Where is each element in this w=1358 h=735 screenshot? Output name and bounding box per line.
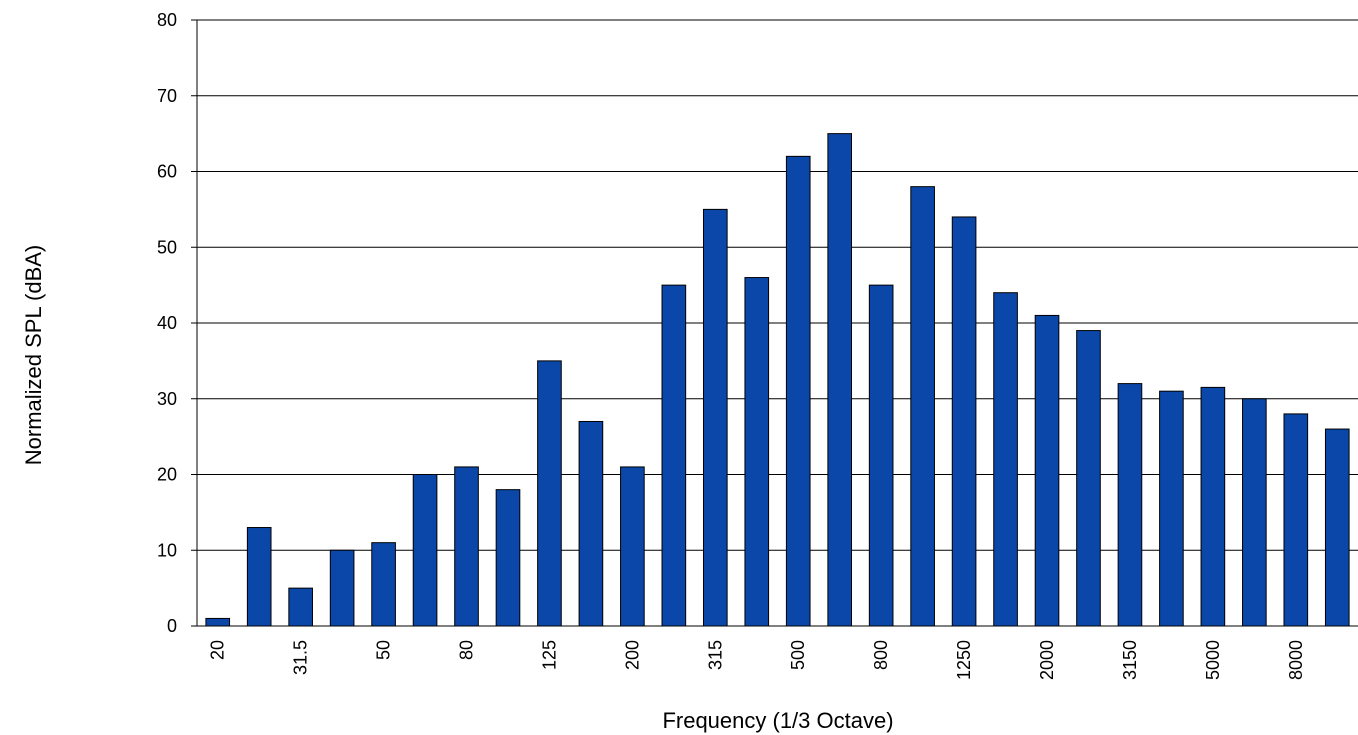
bar-800 [868,284,894,627]
y-tick-label: 50 [157,237,177,257]
y-axis-title: Normalized SPL (dBA) [21,245,46,465]
y-tick-labels: 0 10 20 30 40 50 60 70 80 [157,10,177,636]
y-tick-label: 20 [157,465,177,485]
x-tick-label: 20 [208,640,228,660]
x-tick-label: 2000 [1037,640,1057,680]
bar-315 [702,208,728,627]
y-tick-label: 40 [157,313,177,333]
y-tick-label: 0 [167,616,177,636]
bar-3150 [1117,383,1143,627]
bar-200 [620,466,645,627]
bar-1000 [910,186,935,627]
y-tick-label: 10 [157,540,177,560]
x-tick-label: 31.5 [291,640,311,675]
y-tick-label: 30 [157,389,177,409]
y-tick-label: 60 [157,162,177,182]
bar-630 [827,133,853,627]
x-tick-label: 8000 [1286,640,1306,680]
bars [205,133,1350,627]
bar-25 [246,527,272,627]
bar-250 [661,284,687,627]
bar-8000 [1283,413,1309,627]
bar-125 [537,360,562,627]
x-tick-label: 80 [457,640,477,660]
bar-20 [205,617,231,627]
bar-6300 [1242,398,1267,627]
gridlines [191,19,1358,551]
x-tick-label: 200 [622,640,642,670]
y-tick-label: 80 [157,10,177,30]
bar-400 [744,277,770,627]
axes [191,20,1358,627]
x-tick-label: 125 [539,640,559,670]
x-tick-label: 800 [871,640,891,670]
bar-80 [454,466,479,627]
bar-40 [329,549,355,627]
bar-4000 [1159,390,1184,627]
x-tick-label: 50 [374,640,394,660]
bar-2000 [1034,314,1060,627]
bar-5000 [1200,386,1226,627]
bar-50 [371,542,396,627]
bar-100 [495,489,521,627]
x-tick-label: 500 [788,640,808,670]
bar-160 [578,420,604,627]
bar-31.5 [288,587,313,627]
y-tick-label: 70 [157,86,177,106]
bar-63 [412,474,438,627]
bar-2500 [1076,330,1101,627]
x-tick-label: 1250 [954,640,974,680]
bar-1600 [993,292,1018,627]
bar-10000 [1324,428,1350,627]
x-tick-labels: 20 31.5 50 80 125 200 315 500 800 1250 2000 3150 500… [208,640,1306,680]
x-tick-label: 3150 [1120,640,1140,680]
x-axis-title: Frequency (1/3 Octave) [662,708,893,733]
bar-1250 [951,216,977,627]
x-tick-label: 5000 [1203,640,1223,680]
bar-500 [785,155,811,627]
x-tick-label: 315 [705,640,725,670]
